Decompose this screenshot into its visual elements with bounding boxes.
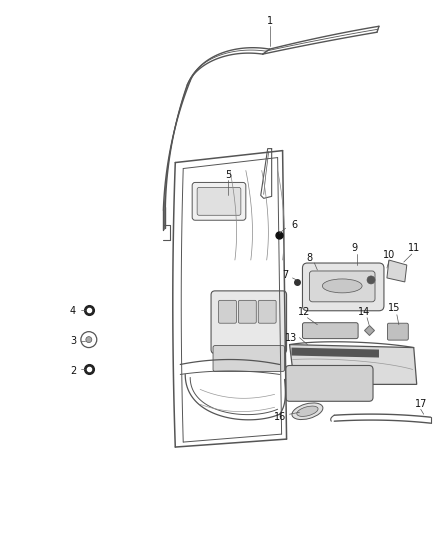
Text: 7: 7 [283, 270, 289, 280]
Text: 16: 16 [273, 412, 286, 422]
FancyBboxPatch shape [286, 366, 373, 401]
Text: 13: 13 [286, 333, 298, 343]
Text: 8: 8 [306, 253, 312, 263]
FancyBboxPatch shape [192, 182, 246, 220]
FancyBboxPatch shape [211, 291, 286, 353]
Text: 12: 12 [298, 307, 311, 317]
Ellipse shape [322, 279, 362, 293]
Text: 2: 2 [70, 367, 76, 376]
FancyBboxPatch shape [388, 323, 408, 340]
Polygon shape [292, 348, 379, 358]
Ellipse shape [367, 276, 375, 284]
Text: 9: 9 [351, 243, 357, 253]
Text: 6: 6 [291, 220, 297, 230]
FancyBboxPatch shape [258, 300, 276, 323]
FancyBboxPatch shape [219, 300, 237, 323]
Text: 14: 14 [358, 307, 370, 317]
FancyBboxPatch shape [197, 188, 241, 215]
Text: 3: 3 [70, 336, 76, 345]
FancyBboxPatch shape [303, 263, 384, 311]
FancyBboxPatch shape [303, 322, 358, 338]
Text: 10: 10 [383, 250, 395, 260]
Circle shape [86, 337, 92, 343]
FancyBboxPatch shape [309, 271, 375, 302]
Ellipse shape [297, 406, 318, 416]
Text: 1: 1 [267, 17, 273, 26]
Text: 5: 5 [225, 171, 231, 181]
Text: 15: 15 [388, 303, 400, 313]
Text: 17: 17 [414, 399, 427, 409]
Polygon shape [290, 345, 417, 384]
Ellipse shape [292, 403, 323, 419]
Text: 4: 4 [70, 306, 76, 316]
FancyBboxPatch shape [238, 300, 256, 323]
FancyBboxPatch shape [213, 345, 285, 372]
Polygon shape [387, 260, 407, 282]
Text: 11: 11 [408, 243, 420, 253]
